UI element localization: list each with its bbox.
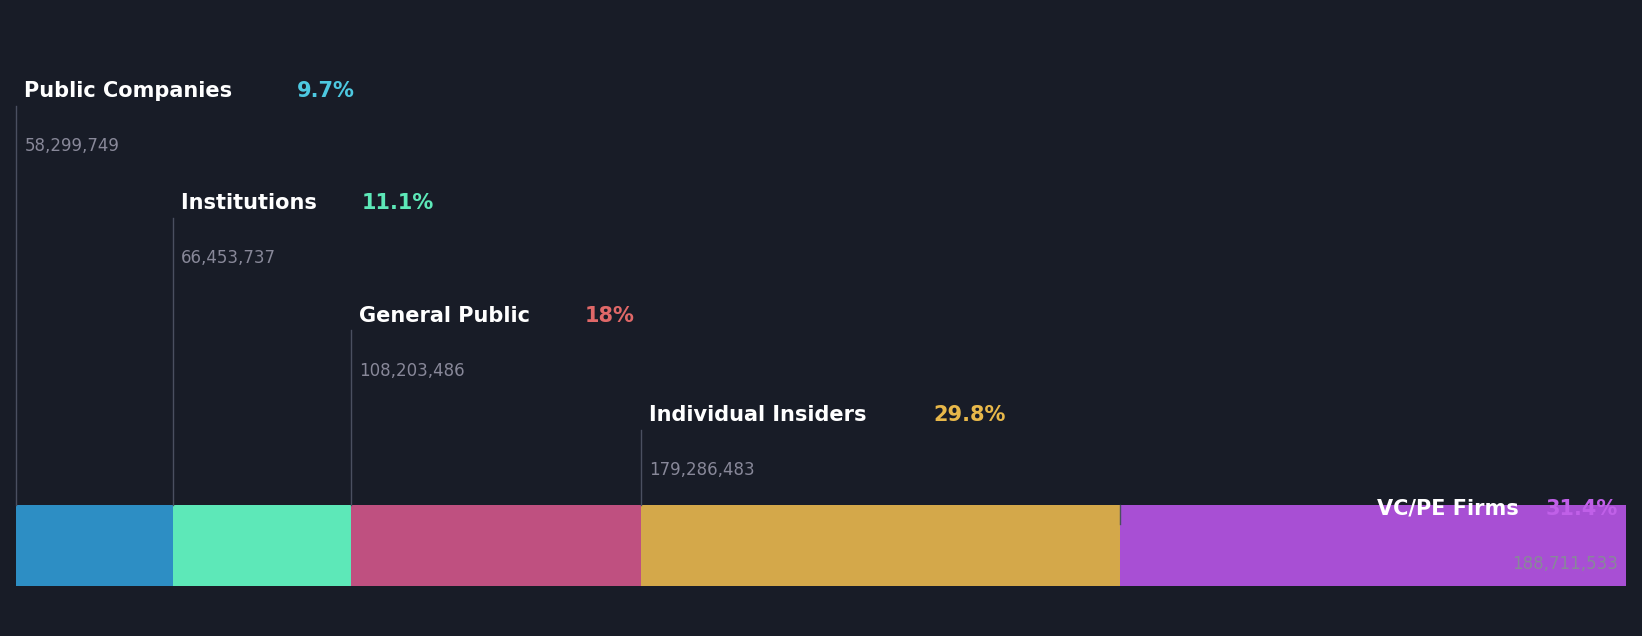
- Bar: [172, 505, 351, 586]
- Bar: [640, 505, 1120, 586]
- Text: 179,286,483: 179,286,483: [649, 461, 754, 480]
- Text: 9.7%: 9.7%: [297, 81, 355, 101]
- Text: 29.8%: 29.8%: [933, 405, 1005, 425]
- Bar: [16, 505, 172, 586]
- Bar: [1120, 505, 1626, 586]
- Text: 31.4%: 31.4%: [1545, 499, 1617, 519]
- Text: 66,453,737: 66,453,737: [181, 249, 276, 268]
- Text: General Public: General Public: [360, 305, 537, 326]
- Text: 18%: 18%: [585, 305, 634, 326]
- Text: Institutions: Institutions: [181, 193, 323, 213]
- Text: Public Companies: Public Companies: [25, 81, 240, 101]
- Text: Individual Insiders: Individual Insiders: [649, 405, 874, 425]
- Text: 188,711,533: 188,711,533: [1512, 555, 1617, 573]
- Bar: [351, 505, 640, 586]
- Text: VC/PE Firms: VC/PE Firms: [1378, 499, 1525, 519]
- Text: 58,299,749: 58,299,749: [25, 137, 120, 155]
- Text: 108,203,486: 108,203,486: [360, 362, 465, 380]
- Text: 11.1%: 11.1%: [361, 193, 433, 213]
